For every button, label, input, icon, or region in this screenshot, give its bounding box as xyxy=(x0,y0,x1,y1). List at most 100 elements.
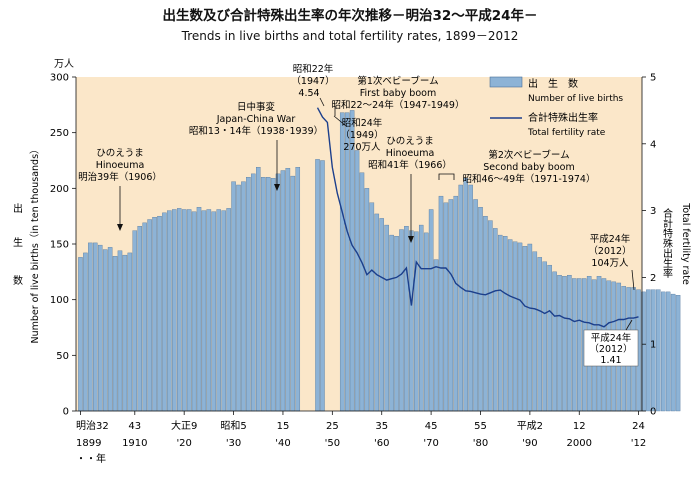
bar-1929 xyxy=(226,208,231,412)
annotation-hinoeuma-1906: ひのえうま Hinoeuma 明治39年（1906） xyxy=(78,148,162,183)
bar-1974 xyxy=(448,199,454,412)
bar-1968 xyxy=(418,224,424,412)
annotation-arrow-2012-births xyxy=(631,269,635,291)
bar-1991 xyxy=(532,251,538,412)
legend-bar-label-en: Number of live births xyxy=(528,94,623,104)
x-tick-label-year: '60 xyxy=(374,438,389,449)
x-axis-year-note: ・・年 xyxy=(76,452,106,465)
bar-1995 xyxy=(552,271,557,412)
bar-1971 xyxy=(433,259,439,412)
x-tick-label-year: '20 xyxy=(176,438,191,449)
bar-1956 xyxy=(359,172,365,412)
annotation-arrow-1949 xyxy=(333,115,347,127)
x-tick-label-era: 35 xyxy=(375,421,388,432)
svg-text:昭和22～24年（1947-1949）: 昭和22～24年（1947-1949） xyxy=(332,99,465,111)
svg-text:昭和13・14年（1938･1939）: 昭和13・14年（1938･1939） xyxy=(189,125,323,137)
bar-1921 xyxy=(186,209,192,412)
bar-1934 xyxy=(251,173,256,412)
left-axis-unit: 万人 xyxy=(54,58,74,70)
x-tick-label-era: 平成2 xyxy=(517,420,543,432)
bar-2000 xyxy=(577,278,582,412)
bar-1902 xyxy=(93,242,98,412)
bar-1931 xyxy=(236,184,241,412)
bar-2015 xyxy=(651,289,656,412)
svg-text:昭和41年（1966）: 昭和41年（1966） xyxy=(368,159,452,171)
bar-1941 xyxy=(285,168,291,412)
bar-1999 xyxy=(572,278,577,412)
right-tick-label: 2 xyxy=(650,273,656,284)
bar-1920 xyxy=(181,209,187,412)
bar-1972 xyxy=(438,195,444,412)
bar-1973 xyxy=(443,202,449,412)
legend-line-label-en: Total fertility rate xyxy=(527,128,606,138)
x-tick-label-era: 大正9 xyxy=(171,419,197,432)
legend-bar-label-ja: 出 生 数 xyxy=(528,77,578,90)
bar-2020 xyxy=(675,295,681,412)
bar-1903 xyxy=(97,244,103,412)
x-tick-label-year: '30 xyxy=(226,438,241,449)
bar-1939 xyxy=(275,173,281,412)
annotation-2012-rate-box xyxy=(583,329,639,367)
svg-text:Second baby boom: Second baby boom xyxy=(483,162,574,173)
bar-1952 xyxy=(339,112,345,412)
annotation-japan-china-war: 日中事変 Japan-China War 昭和13・14年（1938･1939） xyxy=(189,101,323,137)
annotation-arrow-2012-rate xyxy=(625,319,633,331)
bar-1996 xyxy=(557,274,562,412)
bar-2014 xyxy=(646,289,651,412)
x-tick-label-year: '12 xyxy=(631,438,646,449)
x-tick-label-year: 1899 xyxy=(76,438,101,449)
x-tick-label-era: 15 xyxy=(277,421,290,432)
bar-1986 xyxy=(507,239,513,412)
bar-1907 xyxy=(117,250,123,412)
bar-1963 xyxy=(394,236,399,412)
x-tick-label-era: 12 xyxy=(573,421,586,432)
bar-1938 xyxy=(270,178,276,412)
svg-text:ひのえうま: ひのえうま xyxy=(386,136,434,147)
annotation-arrowhead-1939 xyxy=(274,184,280,191)
bar-1909 xyxy=(127,252,133,412)
chart-title-ja: 出生数及び合計特殊出生率の年次推移－明治32～平成24年－ xyxy=(162,7,537,24)
bar-1962 xyxy=(389,234,394,412)
left-tick-label: 50 xyxy=(56,351,69,362)
right-tick-label: 5 xyxy=(650,73,656,84)
annotation-2012-births: 平成24年 （2012） 104万人 xyxy=(588,233,631,269)
bar-1918 xyxy=(172,209,177,412)
right-tick-label: 4 xyxy=(650,139,656,150)
bar-1899 xyxy=(78,257,83,412)
svg-text:（1949）: （1949） xyxy=(340,129,383,141)
bar-1992 xyxy=(537,257,543,412)
x-tick-label-era: 明治32 xyxy=(76,419,109,432)
bar-2018 xyxy=(665,291,671,412)
bar-1959 xyxy=(374,213,380,412)
bar-1915 xyxy=(157,215,162,412)
bar-1940 xyxy=(280,170,286,412)
svg-text:Hinoeuma: Hinoeuma xyxy=(386,148,435,159)
bar-1905 xyxy=(107,247,113,412)
bar-1987 xyxy=(512,241,518,412)
right-axis-label-en: Total fertility rate xyxy=(680,202,691,285)
bar-1930 xyxy=(231,181,236,412)
svg-text:First baby boom: First baby boom xyxy=(360,88,436,99)
bar-1943 xyxy=(295,167,301,412)
right-tick-label: 1 xyxy=(650,340,656,351)
svg-text:第2次ベビーブーム: 第2次ベビーブーム xyxy=(488,149,569,161)
bar-1966 xyxy=(409,230,414,412)
left-axis-label-ja-3: 数 xyxy=(13,274,23,287)
bar-1942 xyxy=(290,175,296,412)
bar-1967 xyxy=(414,231,419,412)
bar-1917 xyxy=(167,210,172,412)
x-tick-label-year: '40 xyxy=(275,438,290,449)
fertility-rate-line xyxy=(316,107,639,328)
annotation-second-baby-boom: 第2次ベビーブーム Second baby boom 昭和46～49年（1971… xyxy=(463,149,596,185)
svg-text:（2012）: （2012） xyxy=(589,343,632,355)
bar-1927 xyxy=(216,209,221,412)
svg-text:昭和46～49年（1971-1974）: 昭和46～49年（1971-1974） xyxy=(463,173,596,185)
bar-1993 xyxy=(542,261,547,412)
svg-text:日中事変: 日中事変 xyxy=(237,101,276,113)
bar-1925 xyxy=(206,209,212,412)
bar-1926 xyxy=(211,211,217,412)
bar-1994 xyxy=(547,264,552,412)
bar-1955 xyxy=(354,150,360,412)
bar-1904 xyxy=(102,249,108,412)
x-tick-label-year: '90 xyxy=(522,438,537,449)
